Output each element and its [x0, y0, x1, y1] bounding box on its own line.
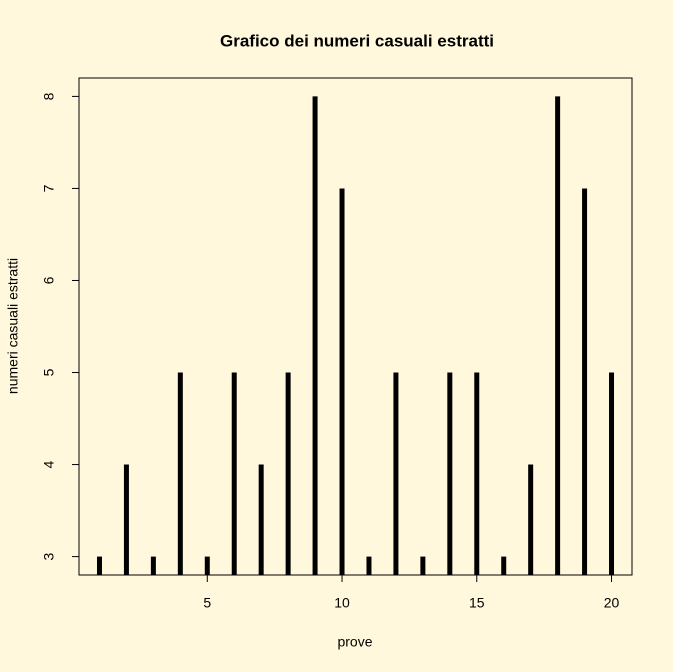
y-tick-label: 4 — [41, 460, 57, 468]
y-tick-label: 3 — [41, 552, 57, 560]
x-tick-label: 10 — [334, 595, 350, 611]
y-tick-label: 7 — [41, 184, 57, 192]
x-tick-label: 15 — [469, 595, 485, 611]
x-tick-label: 20 — [604, 595, 620, 611]
y-tick-label: 6 — [41, 276, 57, 284]
y-tick-label: 5 — [41, 368, 57, 376]
x-axis-label: prove — [337, 634, 372, 650]
y-axis-label: numeri casuali estratti — [5, 258, 21, 394]
y-tick-label: 8 — [41, 92, 57, 100]
chart-title: Grafico dei numeri casuali estratti — [220, 31, 494, 50]
x-tick-label: 5 — [203, 595, 211, 611]
